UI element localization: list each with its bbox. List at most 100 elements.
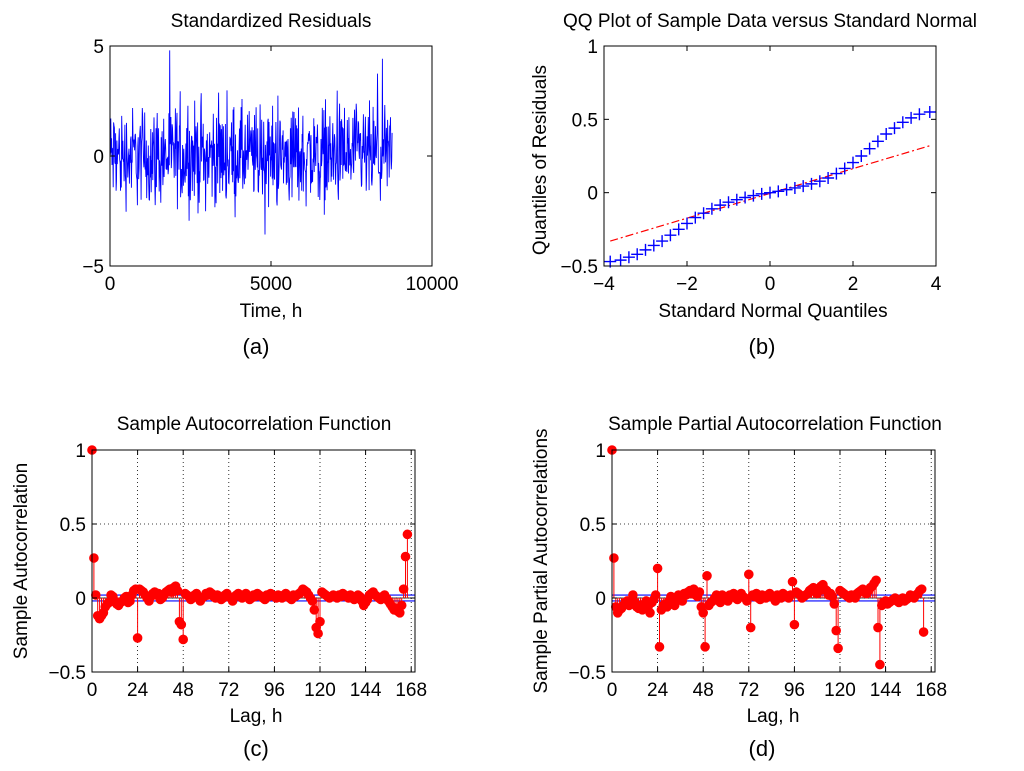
stem-marker	[309, 605, 320, 615]
qq-point	[622, 251, 635, 264]
stem-marker	[654, 642, 665, 652]
qq-point	[896, 116, 909, 129]
y-tick-label: 0.5	[580, 515, 606, 536]
residuals-line	[109, 50, 393, 235]
panel-d-ylabel: Sample Partial Autocorrelations	[531, 428, 552, 693]
qq-point	[739, 191, 752, 204]
stem-marker	[694, 587, 705, 597]
panel-d: 0 24 48 72 96 120 144 168−0.500.51 Sample Parti…	[531, 414, 947, 761]
qq-point	[772, 185, 785, 198]
qq-point	[689, 211, 702, 224]
panel-b-marks	[604, 106, 936, 268]
panel-d-grid	[612, 450, 935, 672]
panel-a-caption: (a)	[243, 334, 270, 359]
stem-marker	[698, 608, 709, 618]
x-tick-label: −4	[593, 274, 615, 295]
x-tick-label: 144	[350, 680, 382, 701]
stem-marker	[916, 584, 927, 594]
qq-point	[923, 106, 936, 118]
qq-point	[631, 248, 644, 261]
y-tick-label: −0.5	[560, 257, 598, 278]
qq-point	[755, 187, 768, 200]
panel-b-caption: (b)	[749, 334, 776, 359]
stem-marker	[789, 619, 800, 630]
x-tick-label: 120	[304, 680, 336, 701]
y-tick-label: 0	[93, 147, 104, 168]
panel-b: −4 −2 0 2 4 −0.5 0 0.5 1 QQ Plot of Sample Data …	[530, 11, 977, 359]
qq-point	[681, 217, 693, 230]
stem-marker	[402, 529, 413, 540]
panel-d-ticks: 0 24 48 72 96 120 144 168−0.500.51	[568, 441, 947, 701]
qq-point	[830, 167, 843, 180]
panel-d-caption: (d)	[749, 736, 776, 761]
panel-c-ticks: 0 24 48 72 96 120 144 168−0.500.51	[48, 441, 427, 701]
stem-marker	[745, 622, 756, 633]
qq-point	[888, 122, 901, 135]
panel-b-background	[604, 46, 936, 266]
qq-point	[672, 223, 685, 236]
x-tick-label: 72	[738, 680, 759, 701]
qq-point	[656, 235, 669, 248]
x-tick-label: 5000	[250, 274, 292, 295]
stem-marker	[178, 634, 188, 645]
qq-point	[822, 172, 835, 184]
stem-marker	[89, 553, 99, 563]
x-tick-label: 96	[784, 680, 805, 701]
panel-d-title: Sample Partial Autocorrelation Function	[608, 414, 942, 435]
qq-point	[614, 254, 627, 267]
stem-marker	[652, 563, 663, 574]
stem-marker	[645, 608, 655, 618]
x-tick-label: 0	[87, 680, 98, 701]
y-tick-label: 1	[595, 441, 606, 462]
y-tick-label: 0	[587, 184, 598, 205]
panel-d-marks	[607, 445, 935, 670]
stem-marker	[650, 590, 661, 600]
x-tick-label: 0	[105, 274, 116, 295]
y-tick-label: −0.5	[568, 663, 606, 684]
qq-point	[722, 196, 735, 209]
x-tick-label: 48	[693, 680, 714, 701]
stem-marker	[307, 596, 318, 606]
qq-point	[705, 202, 718, 215]
panel-b-ticks: −4 −2 0 2 4 −0.5 0 0.5 1	[560, 37, 941, 295]
x-tick-label: 72	[218, 680, 239, 701]
stem-marker	[873, 622, 883, 633]
stem-marker	[176, 619, 187, 630]
qq-point	[905, 111, 918, 124]
qq-point	[647, 239, 660, 252]
stem-marker	[702, 571, 712, 581]
panel-a-ticks: 0 5000 10000−505	[82, 37, 458, 295]
x-tick-label: 2	[848, 274, 859, 295]
panel-d-frame	[611, 449, 936, 673]
qq-point	[863, 142, 876, 155]
qq-point	[871, 135, 884, 148]
y-tick-label: −5	[82, 257, 104, 278]
panel-d-xlabel: Lag, h	[747, 706, 800, 727]
stem-marker	[315, 616, 325, 627]
x-tick-label: −2	[676, 274, 698, 295]
panel-c-background	[92, 450, 415, 672]
stem-marker	[831, 625, 842, 636]
y-tick-label: 1	[587, 37, 598, 58]
panel-c-xlabel: Lag, h	[230, 706, 283, 727]
panel-d-background	[612, 450, 935, 672]
stem-marker	[875, 659, 885, 670]
qq-point	[714, 199, 727, 212]
stem-marker	[396, 600, 407, 611]
qq-point	[813, 175, 826, 188]
qq-point	[913, 108, 926, 121]
x-tick-label: 168	[915, 680, 947, 701]
x-tick-label: 4	[931, 274, 942, 295]
y-tick-label: −0.5	[48, 663, 86, 684]
stem-marker	[609, 553, 619, 563]
stem-marker	[829, 599, 840, 609]
panel-a-marks	[109, 50, 393, 235]
panel-c-title: Sample Autocorrelation Function	[117, 414, 392, 435]
qq-point	[805, 177, 818, 190]
y-tick-label: 0.5	[60, 515, 86, 536]
qq-point	[730, 193, 743, 206]
qq-point	[747, 189, 760, 202]
qq-point	[780, 183, 793, 196]
x-tick-label: 144	[870, 680, 902, 701]
